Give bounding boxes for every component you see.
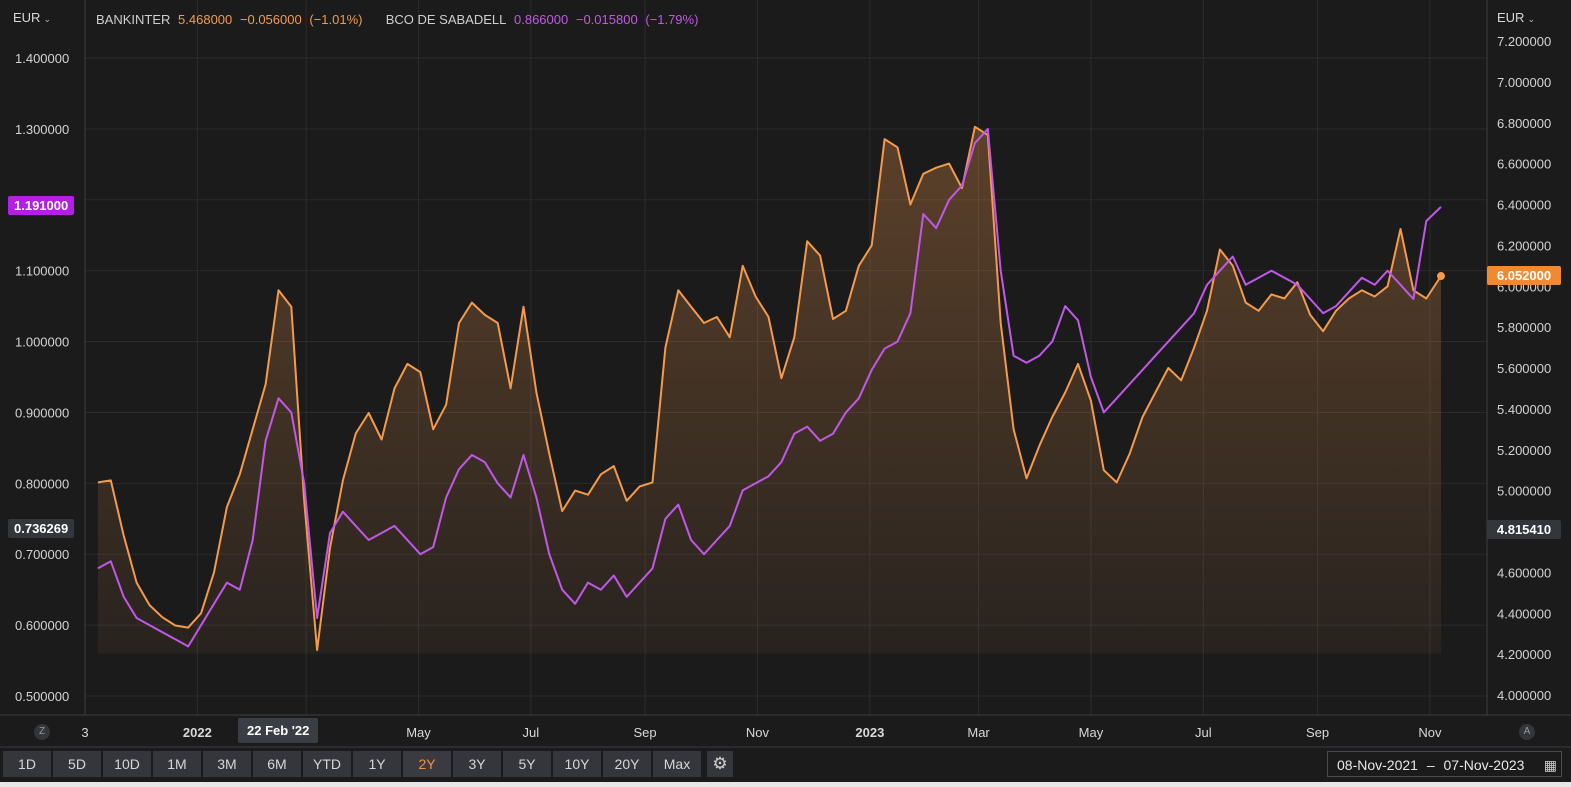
left-tick-label: 0.800000: [15, 476, 69, 491]
crosshair-date-tag: 22 Feb '22: [238, 718, 319, 743]
date-range-separator: –: [1426, 757, 1435, 773]
range-button-10y[interactable]: 10Y: [553, 751, 601, 777]
gear-icon[interactable]: ⚙: [707, 751, 733, 777]
bankinter-area: [97, 126, 1441, 654]
right-tick-label: 4.000000: [1497, 688, 1551, 703]
time-range-selector: 1D 5D 10D 1M 3M 6M YTD 1Y 2Y 3Y 5Y 10Y 20Y Max: [3, 751, 701, 777]
right-tick-label: 5.400000: [1497, 402, 1551, 417]
range-button-3y[interactable]: 3Y: [453, 751, 501, 777]
right-tick-label: 7.000000: [1497, 75, 1551, 90]
left-crosshair-tag: 0.736269: [8, 519, 75, 538]
right-tick-label: 5.000000: [1497, 484, 1551, 499]
x-tick-label: 2022: [183, 725, 212, 740]
left-last-price-tag: 1.191000: [8, 196, 75, 215]
series-layer: [97, 125, 1445, 654]
range-button-2y[interactable]: 2Y: [403, 751, 451, 777]
left-axis-ticks: 0.500000 0.600000 0.700000 0.800000 0.900000…: [15, 51, 69, 704]
legend-series-price: 5.468000: [178, 12, 233, 27]
legend-series-price: 0.866000: [514, 12, 569, 27]
right-currency-selector[interactable]: EUR ⌄: [1497, 10, 1535, 25]
chevron-down-icon: ⌄: [1527, 14, 1535, 24]
right-last-price-tag: 6.052000: [1487, 266, 1561, 285]
x-tick-label: Sep: [1306, 725, 1329, 740]
x-tick-label: Jul: [523, 725, 540, 740]
range-button-1d[interactable]: 1D: [3, 751, 51, 777]
range-button-max[interactable]: Max: [653, 751, 701, 777]
left-currency-label: EUR: [13, 10, 41, 25]
right-tick-label: 4.200000: [1497, 647, 1551, 662]
legend-series-name[interactable]: BCO DE SABADELL: [385, 12, 507, 27]
x-tick-label: Jul: [1195, 725, 1212, 740]
left-currency-selector[interactable]: EUR ⌄: [13, 10, 51, 25]
x-tick-label: Nov: [746, 725, 770, 740]
range-button-1y[interactable]: 1Y: [353, 751, 401, 777]
right-tick-label: 6.400000: [1497, 198, 1551, 213]
legend-series-pct: (−1.79%): [645, 12, 699, 27]
right-tick-label: 4.400000: [1497, 606, 1551, 621]
date-range-to: 07-Nov-2023: [1443, 757, 1525, 773]
legend-series-change: −0.015800: [575, 12, 638, 27]
x-tick-label: Nov: [1418, 725, 1442, 740]
x-tick-label: May: [406, 725, 431, 740]
range-button-10d[interactable]: 10D: [103, 751, 151, 777]
window-bottom-strip: [0, 782, 1571, 787]
range-button-20y[interactable]: 20Y: [603, 751, 651, 777]
left-tick-label: 1.300000: [15, 122, 69, 137]
left-tick-label: 1.000000: [15, 335, 69, 350]
date-range-from: 08-Nov-2021: [1337, 757, 1418, 773]
left-tick-label: 0.900000: [15, 405, 69, 420]
right-tick-label: 6.600000: [1497, 157, 1551, 172]
sabadell-line: [97, 127, 1442, 648]
auto-scale-button[interactable]: A: [1519, 724, 1535, 740]
legend-series-pct: (−1.01%): [309, 12, 363, 27]
x-tick-label: Sep: [634, 725, 657, 740]
legend-series-name[interactable]: BANKINTER: [96, 12, 171, 27]
x-tick-label: May: [1079, 725, 1104, 740]
range-button-6m[interactable]: 6M: [253, 751, 301, 777]
range-button-5d[interactable]: 5D: [53, 751, 101, 777]
left-tick-label: 1.400000: [15, 51, 69, 66]
right-tick-label: 7.200000: [1497, 34, 1551, 49]
chevron-down-icon: ⌄: [43, 14, 51, 24]
right-crosshair-tag: 4.815410: [1487, 520, 1561, 539]
left-tick-label: 0.700000: [15, 547, 69, 562]
range-button-3m[interactable]: 3M: [203, 751, 251, 777]
right-tick-label: 5.600000: [1497, 361, 1551, 376]
range-button-1m[interactable]: 1M: [153, 751, 201, 777]
x-tick-label: 2023: [855, 725, 884, 740]
right-tick-label: 4.600000: [1497, 565, 1551, 580]
right-currency-label: EUR: [1497, 10, 1525, 25]
zoom-toggle-button[interactable]: Z: [34, 724, 50, 740]
bankinter-last-point: [1437, 272, 1445, 281]
date-range-field[interactable]: 08-Nov-2021 – 07-Nov-2023 ▦: [1327, 751, 1562, 777]
x-tick-label: 3: [81, 725, 88, 740]
range-button-ytd[interactable]: YTD: [303, 751, 351, 777]
range-button-5y[interactable]: 5Y: [503, 751, 551, 777]
left-tick-label: 0.600000: [15, 618, 69, 633]
left-tick-label: 0.500000: [15, 689, 69, 704]
right-axis-ticks: 4.0000004.2000004.4000004.6000004.800000…: [1497, 34, 1551, 703]
right-tick-label: 5.800000: [1497, 320, 1551, 335]
right-tick-label: 6.200000: [1497, 238, 1551, 253]
x-tick-label: Mar: [967, 725, 990, 740]
right-tick-label: 6.800000: [1497, 116, 1551, 131]
bankinter-line: [97, 125, 1442, 651]
left-tick-label: 1.100000: [15, 264, 69, 279]
legend-series-change: −0.056000: [239, 12, 302, 27]
chart-legend: BANKINTER 5.468000 −0.056000 (−1.01%) BC…: [96, 12, 702, 27]
right-tick-label: 5.200000: [1497, 443, 1551, 458]
x-axis-ticks: 32022MarMayJulSepNov2023MarMayJulSepNov: [81, 725, 1442, 740]
calendar-icon[interactable]: ▦: [1543, 757, 1557, 773]
